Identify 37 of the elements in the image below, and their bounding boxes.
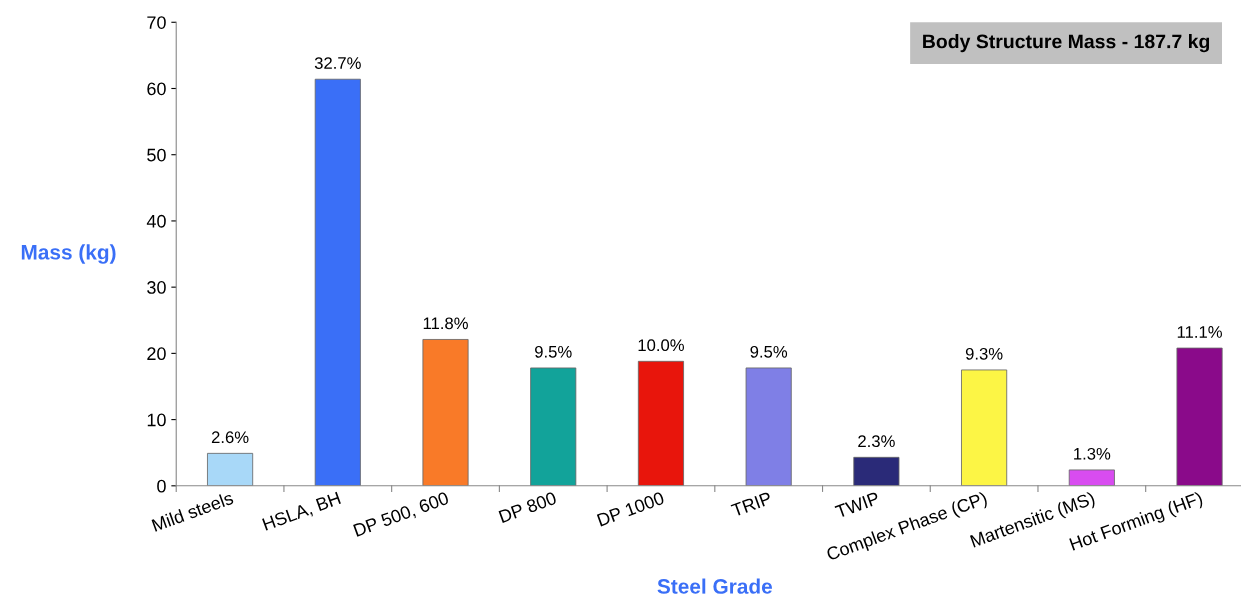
bar (853, 456, 900, 486)
x-axis-title: Steel Grade (657, 578, 773, 594)
annotation: 11.1% (1177, 326, 1222, 338)
bar (961, 369, 1008, 486)
x-tick-label: DP 500, 600 (353, 491, 451, 539)
x-tick-label: DP 800 (498, 491, 558, 524)
y-tick-label: 70 (147, 16, 166, 29)
y-tick-label: 40 (146, 214, 166, 228)
bar (1068, 469, 1115, 486)
x-tick-label: DP 1000 (596, 491, 665, 527)
annotation: 32.7% (314, 57, 361, 69)
x-tick-label: TRIP (730, 491, 773, 517)
bar (314, 78, 361, 486)
y-tick-label: 20 (147, 347, 166, 361)
annotation: 2.3% (858, 435, 895, 448)
y-tick-label: 50 (147, 148, 166, 162)
bar (530, 367, 577, 486)
x-tick-label: HSLA, BH (262, 491, 342, 533)
bar (745, 367, 792, 486)
annotation: 9.3% (965, 347, 1003, 360)
annotation: 9.5% (750, 345, 788, 358)
x-tick-label: TWIP (834, 491, 880, 519)
y-tick-label: 0 (157, 479, 166, 493)
bar (637, 360, 684, 486)
bar (207, 452, 254, 486)
annotation: Body Structure Mass - 187.7 kg (923, 34, 1210, 53)
y-tick-label: 60 (147, 82, 166, 96)
bar (422, 339, 469, 486)
bar (1176, 347, 1223, 486)
annotation: 10.0% (638, 339, 684, 352)
annotation: 1.3% (1074, 447, 1111, 460)
annotation: 9.5% (535, 345, 572, 358)
y-tick-label: 30 (147, 281, 166, 294)
y-tick-label: 10 (147, 413, 166, 427)
y-axis-title: Mass (kg) (21, 244, 116, 264)
annotation: 2.6% (211, 431, 249, 444)
annotation: 11.8% (423, 317, 468, 330)
